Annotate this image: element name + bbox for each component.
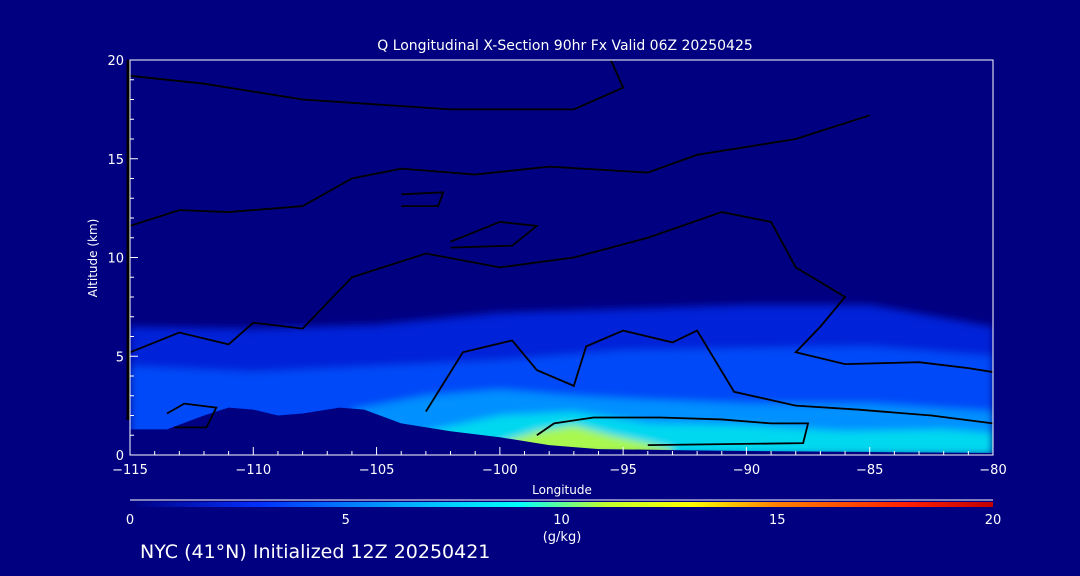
colorbar-tick-label: 5	[342, 513, 350, 528]
x-axis-label: Longitude	[532, 483, 592, 497]
x-tick-label: −95	[609, 463, 636, 478]
chart-title: Q Longitudinal X-Section 90hr Fx Valid 0…	[377, 38, 753, 54]
y-axis: 0 5 10 15 20	[107, 54, 138, 464]
contour-line	[536, 416, 810, 447]
colorbar-tick-label: 10	[553, 513, 570, 528]
contour-line	[130, 60, 625, 111]
x-tick-label: −110	[235, 463, 271, 478]
y-tick-label: 20	[107, 54, 124, 69]
colorbar	[130, 502, 993, 507]
x-tick-label: −80	[979, 463, 1006, 478]
contour-line	[401, 191, 445, 208]
terrain	[130, 407, 993, 455]
contour-line	[450, 221, 540, 249]
x-tick-label: −105	[359, 463, 395, 478]
contour-lines	[130, 60, 993, 447]
colorbar-ticks: 0 5 10 15 20	[126, 513, 1001, 528]
contour-line	[166, 402, 218, 429]
y-tick-label: 15	[107, 153, 124, 168]
y-axis-label: Altitude (km)	[86, 219, 100, 298]
x-tick-label: −90	[733, 463, 760, 478]
x-tick-label: −115	[112, 463, 148, 478]
terrain-profile	[130, 407, 993, 455]
x-tick-label: −85	[856, 463, 883, 478]
x-tick-label: −100	[482, 463, 518, 478]
y-tick-label: 0	[116, 449, 124, 464]
colorbar-tick-label: 20	[985, 513, 1002, 528]
contour-line	[130, 211, 993, 373]
colorbar-tick-label: 0	[126, 513, 134, 528]
contour-line	[425, 329, 993, 425]
colorbar-tick-label: 15	[769, 513, 786, 528]
contour-line	[130, 114, 870, 227]
x-axis: −115 −110 −105 −100 −95 −90 −85 −80	[112, 447, 1007, 478]
station-caption: NYC (41°N) Initialized 12Z 20250421	[140, 541, 491, 563]
y-tick-label: 5	[116, 350, 124, 365]
y-tick-label: 10	[107, 252, 124, 267]
colorbar-label: (g/kg)	[543, 530, 582, 545]
